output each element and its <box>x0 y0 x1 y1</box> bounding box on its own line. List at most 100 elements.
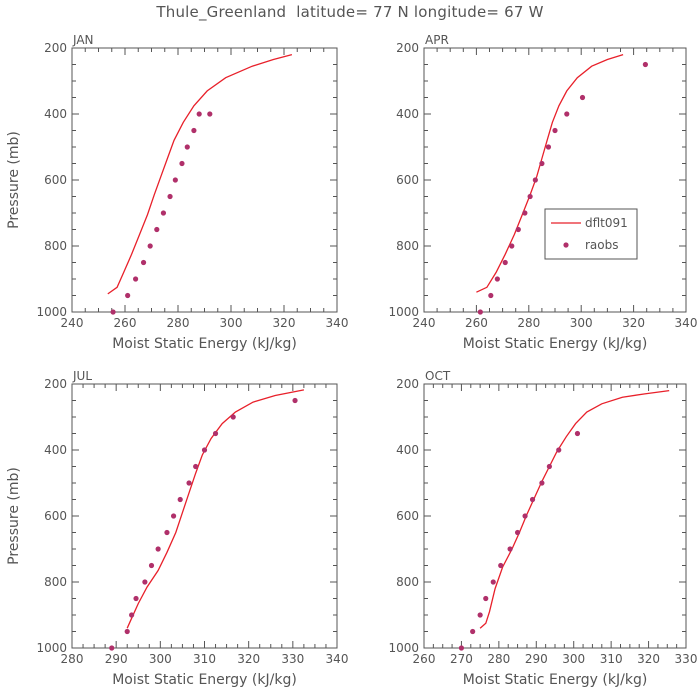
obs-point <box>498 562 504 569</box>
y-tick-label: 200 <box>396 377 419 391</box>
obs-point <box>167 193 173 200</box>
y-axis-title: Pressure (mb) <box>6 467 22 565</box>
obs-point <box>172 177 178 183</box>
obs-point <box>529 496 536 503</box>
obs-point <box>502 259 508 266</box>
y-axis-title: Pressure (mb) <box>6 131 22 229</box>
obs-point <box>509 243 515 249</box>
y-tick-label: 400 <box>44 443 67 457</box>
obs-point <box>140 259 147 266</box>
obs-point <box>579 94 586 101</box>
obs-point <box>494 276 500 282</box>
x-tick-label: 240 <box>413 316 436 330</box>
plot-frame <box>423 47 687 313</box>
obs-point <box>160 210 167 216</box>
obs-point <box>179 160 185 167</box>
obs-point <box>124 628 130 635</box>
figure-title: Thule_Greenland latitude= 77 N longitude… <box>156 3 544 21</box>
obs-point <box>532 177 538 183</box>
legend-obs-label: raobs <box>585 238 619 252</box>
y-tick-label: 600 <box>44 173 67 187</box>
plot-frame <box>71 47 338 313</box>
obs-point <box>483 595 489 602</box>
obs-point <box>477 309 483 315</box>
y-tick-label: 800 <box>44 575 67 589</box>
obs-point <box>129 612 135 618</box>
obs-point <box>133 276 139 282</box>
obs-point <box>164 529 170 536</box>
x-tick-label: 280 <box>487 652 510 666</box>
obs-point <box>184 144 190 150</box>
y-tick-label: 600 <box>396 509 419 523</box>
x-tick-label: 320 <box>237 652 260 666</box>
obs-point <box>212 430 219 437</box>
panel-jan: 240 260 280 300 320 340 200 400 600 800 1000 JAN Moi… <box>6 33 348 352</box>
x-tick-label: 330 <box>675 652 698 666</box>
model-line <box>479 389 670 629</box>
obs-point <box>201 447 208 453</box>
y-tick-label: 1000 <box>388 305 419 319</box>
panel-label: OCT <box>425 369 451 383</box>
panel-oct: 260 270 280 290 300 310 320 330 200 400 600 800 1000… <box>388 369 697 688</box>
x-tick-label: 320 <box>273 316 296 330</box>
y-tick-label: 200 <box>44 41 67 55</box>
obs-point <box>488 292 494 299</box>
obs-point <box>191 127 197 134</box>
x-tick-label: 330 <box>281 652 304 666</box>
obs-point <box>292 397 298 404</box>
panel-label: JAN <box>72 33 94 47</box>
x-axis-title: Moist Static Energy (kJ/kg) <box>112 336 297 352</box>
x-tick-label: 300 <box>220 316 243 330</box>
x-tick-label: 280 <box>61 652 84 666</box>
obs-point <box>147 243 153 249</box>
x-tick-label: 260 <box>114 316 137 330</box>
obs-point <box>507 546 513 552</box>
obs-point <box>515 226 521 233</box>
x-axis-title: Moist Static Energy (kJ/kg) <box>112 672 297 688</box>
x-tick-label: 280 <box>167 316 190 330</box>
obs-point <box>109 645 115 651</box>
y-tick-label: 1000 <box>388 641 419 655</box>
y-tick-label: 200 <box>44 377 67 391</box>
obs-point <box>522 210 528 216</box>
obs-point <box>170 513 177 519</box>
obs-point <box>230 414 236 420</box>
obs-point <box>154 226 160 233</box>
obs-point <box>522 513 528 519</box>
obs-point <box>142 579 148 585</box>
x-tick-label: 290 <box>525 652 548 666</box>
obs-point <box>514 529 521 536</box>
x-tick-label: 340 <box>675 316 698 330</box>
obs-point <box>545 144 552 150</box>
model-line <box>476 53 624 293</box>
plot-frame <box>423 383 687 649</box>
y-tick-label: 800 <box>396 575 419 589</box>
obs-point <box>186 480 192 486</box>
x-tick-label: 280 <box>517 316 540 330</box>
legend-model-label: dflt091 <box>585 216 628 230</box>
obs-point <box>193 463 199 470</box>
x-tick-label: 320 <box>622 316 645 330</box>
obs-point <box>177 496 183 503</box>
y-tick-label: 1000 <box>36 641 67 655</box>
y-tick-label: 200 <box>396 41 419 55</box>
obs-point <box>642 61 648 68</box>
legend-box <box>544 208 638 260</box>
y-tick-label: 800 <box>396 239 419 253</box>
panel-jul: 280 290 300 310 320 330 340 200 400 600 800 1000 JUL… <box>6 369 348 688</box>
obs-point <box>527 193 533 200</box>
model-line <box>126 389 305 629</box>
y-tick-label: 600 <box>44 509 67 523</box>
model-line <box>107 53 293 295</box>
obs-point <box>539 160 545 167</box>
legend: dflt091 raobs <box>544 208 638 260</box>
panel-label: APR <box>425 33 449 47</box>
x-tick-label: 320 <box>637 652 660 666</box>
obs-point <box>539 480 545 486</box>
obs-point <box>207 111 213 117</box>
obs-point <box>556 447 562 453</box>
obs-point <box>110 309 116 315</box>
obs-point <box>477 612 483 618</box>
x-tick-label: 340 <box>326 652 349 666</box>
